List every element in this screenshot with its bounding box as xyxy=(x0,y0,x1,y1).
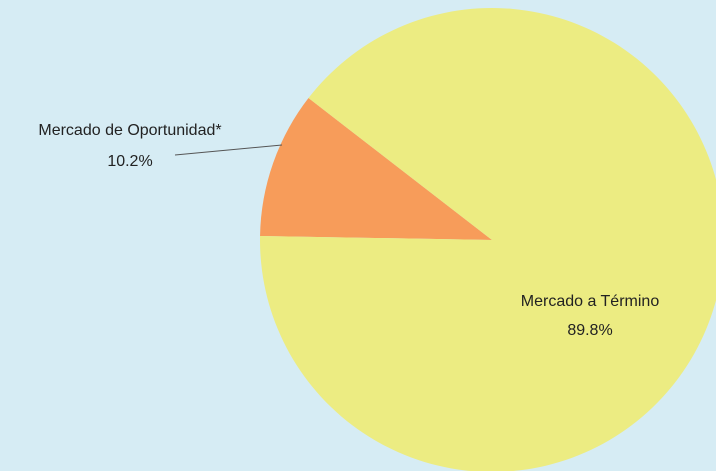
leader-line xyxy=(174,144,283,156)
pie-slice xyxy=(260,8,716,471)
slice-value-label: 10.2% xyxy=(107,153,152,170)
pie-slice xyxy=(260,98,492,240)
slice-label: Mercado de Oportunidad* xyxy=(38,122,221,139)
slice-value-label: 89.8% xyxy=(567,322,612,339)
slice-label: Mercado a Término xyxy=(521,293,660,310)
pie xyxy=(260,8,716,471)
